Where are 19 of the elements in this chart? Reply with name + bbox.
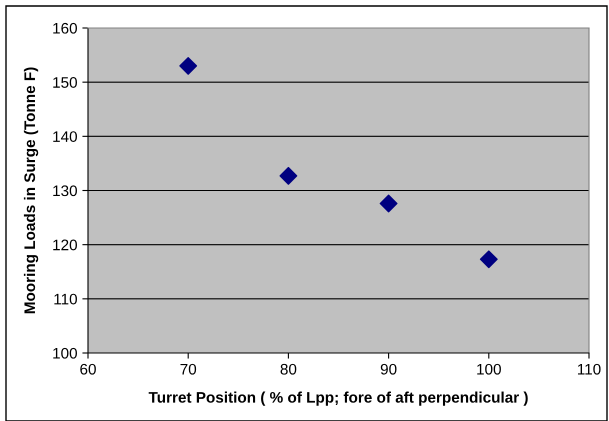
point <box>179 57 198 75</box>
y-tick-label: 150 <box>53 77 77 88</box>
y-axis-title: Mooring Loads in Surge (Tonne F) <box>24 67 38 314</box>
x-tick-label: 110 <box>578 364 601 375</box>
x-tick-label: 90 <box>380 364 396 375</box>
x-tick-label: 60 <box>80 364 96 375</box>
y-tick-label: 130 <box>53 185 77 196</box>
x-tick-label: 80 <box>280 364 296 375</box>
y-tick-label: 110 <box>54 294 77 305</box>
x-tick-label: 70 <box>180 364 196 375</box>
y-tick-label: 160 <box>53 22 77 34</box>
x-axis-title: Turret Position ( % of Lpp; fore of aft perpendicular ) <box>148 392 528 406</box>
y-tick-label: 120 <box>53 240 77 250</box>
y-tick-label: 140 <box>53 131 77 142</box>
point <box>380 194 398 212</box>
x-tick-label: 100 <box>477 364 501 375</box>
y-tick-label: 100 <box>53 348 77 359</box>
point <box>279 166 298 185</box>
point <box>480 250 498 268</box>
